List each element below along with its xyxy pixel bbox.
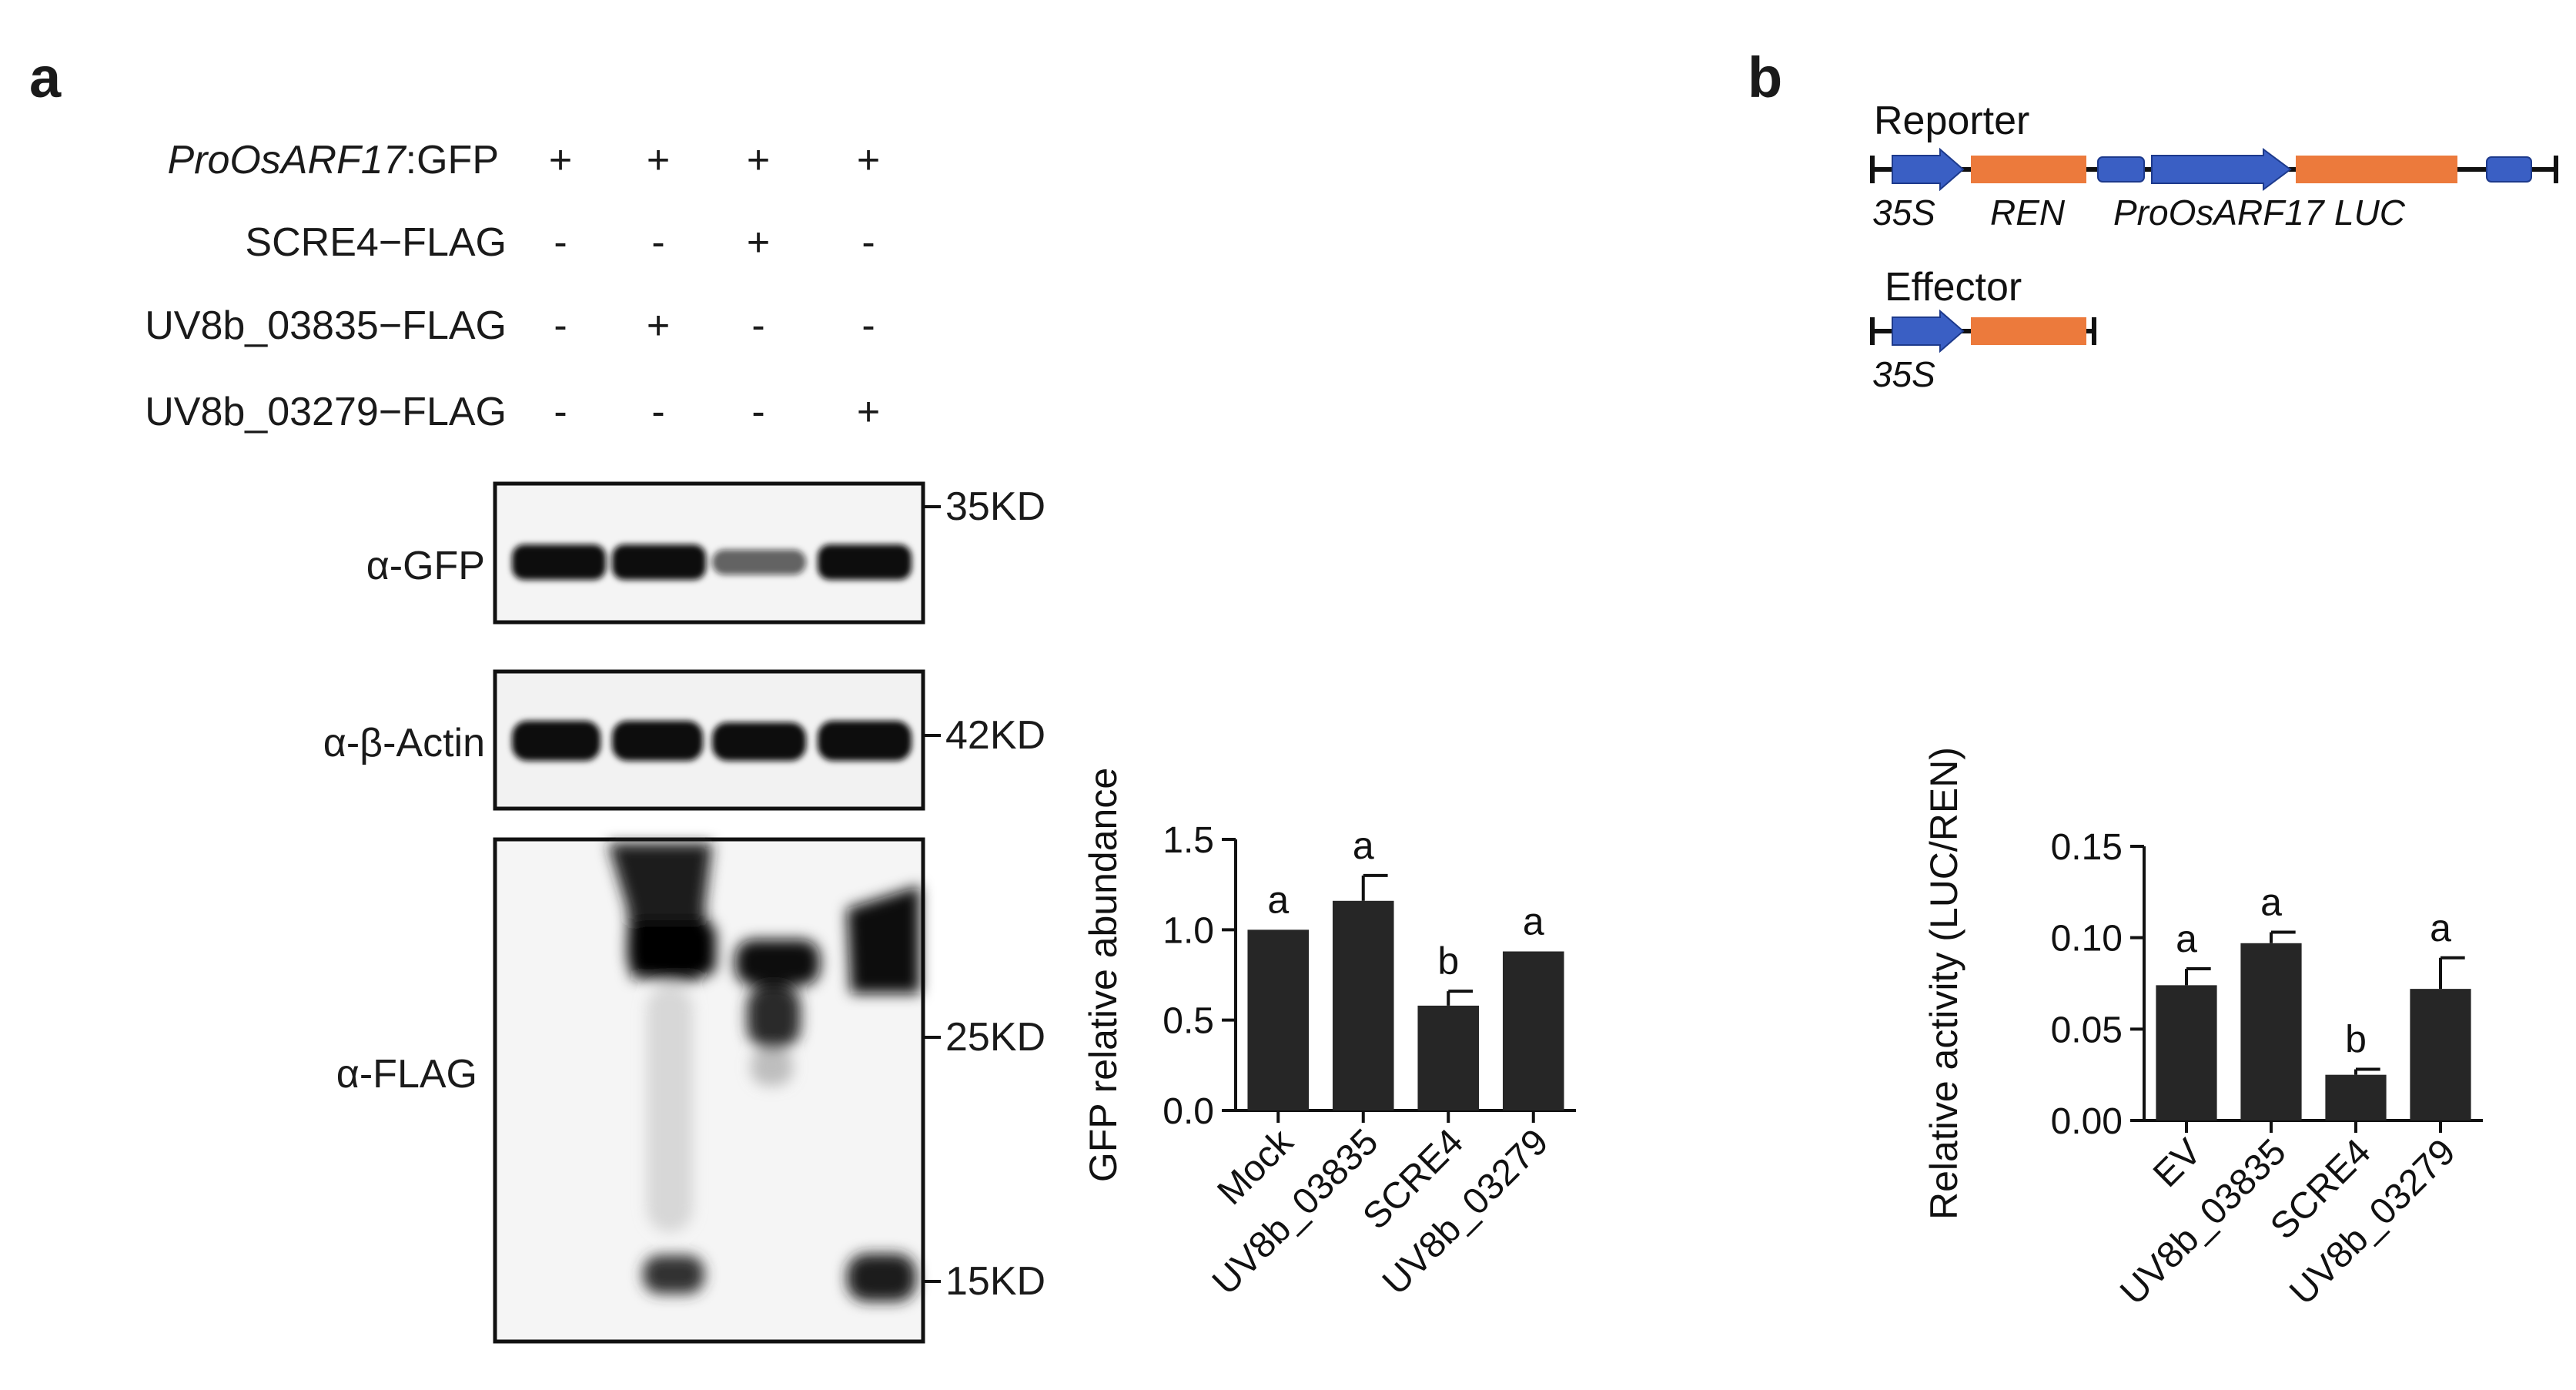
marker-ticks bbox=[923, 505, 941, 1283]
blot-band bbox=[751, 1047, 793, 1086]
panel-label-b: b bbox=[1748, 45, 1783, 109]
antibody-label-flag: α-FLAG bbox=[336, 1052, 477, 1097]
y-tick-label: 0.15 bbox=[2051, 827, 2123, 868]
blot-band bbox=[712, 722, 806, 761]
marker-42kd: 42KD bbox=[945, 713, 1046, 758]
reporter-label: Reporter bbox=[1874, 99, 2029, 143]
blot-band bbox=[818, 721, 912, 761]
condition-label: UV8b_03279−FLAG bbox=[145, 390, 507, 434]
y-tick-label: 0.10 bbox=[2051, 919, 2123, 960]
bar bbox=[1247, 929, 1310, 1110]
category-label: EV bbox=[2146, 1131, 2210, 1195]
condition-sign: - bbox=[554, 303, 567, 348]
condition-sign: - bbox=[651, 220, 665, 265]
significance-letter: b bbox=[2345, 1018, 2367, 1061]
blot-band bbox=[847, 1254, 916, 1301]
condition-sign: - bbox=[861, 303, 875, 348]
y-tick-label: 0.00 bbox=[2051, 1101, 2123, 1142]
promoter-arrow bbox=[1892, 147, 1965, 192]
bar bbox=[2410, 989, 2471, 1120]
significance-letter: a bbox=[1523, 899, 1544, 943]
promoter-arrow bbox=[2151, 148, 2292, 191]
y-tick-label: 1.0 bbox=[1163, 910, 1214, 951]
y-axis-label: Relative activity (LUC/REN) bbox=[1922, 747, 1965, 1220]
bar bbox=[2240, 943, 2302, 1120]
antibody-label-gfp: α-GFP bbox=[366, 544, 485, 588]
blot-band bbox=[512, 721, 601, 761]
condition-sign: + bbox=[548, 138, 573, 183]
blot-band bbox=[612, 721, 703, 761]
blot-band bbox=[643, 1255, 704, 1294]
condition-sign: + bbox=[856, 390, 881, 434]
y-tick-label: 1.5 bbox=[1163, 820, 1214, 861]
blot-band bbox=[647, 986, 693, 1232]
blot-actin bbox=[493, 669, 925, 811]
effector-label: Effector bbox=[1885, 265, 2022, 310]
terminator-box bbox=[2486, 156, 2532, 183]
part-label: ProOsARF17 bbox=[2113, 193, 2325, 233]
marker-15kd: 15KD bbox=[945, 1259, 1046, 1304]
condition-label: UV8b_03835−FLAG bbox=[145, 303, 507, 348]
condition-label: ProOsARF17:GFP bbox=[167, 138, 499, 183]
panel-label-a: a bbox=[29, 45, 62, 109]
y-tick-label: 0.05 bbox=[2051, 1010, 2123, 1050]
condition-sign: + bbox=[856, 138, 881, 183]
terminator-box bbox=[2097, 156, 2145, 183]
part-label: LUC bbox=[2334, 193, 2406, 233]
condition-sign: - bbox=[554, 390, 567, 434]
significance-letter: b bbox=[1437, 940, 1459, 983]
bar bbox=[1332, 900, 1394, 1110]
significance-letter: a bbox=[1267, 878, 1289, 921]
part-label: REN bbox=[1990, 193, 2066, 233]
significance-letter: a bbox=[1353, 824, 1374, 867]
marker-25kd: 25KD bbox=[945, 1015, 1046, 1060]
chart-relative-activity: 0.00 0.05 0.10 0.15 Relative activity (LUC/R… bbox=[1922, 747, 2483, 1313]
condition-sign: + bbox=[646, 303, 671, 348]
blot-flag bbox=[493, 837, 925, 1344]
western-blots bbox=[493, 481, 941, 1344]
condition-sign: - bbox=[651, 390, 665, 434]
significance-letter: a bbox=[2176, 917, 2197, 960]
significance-letter: a bbox=[2430, 906, 2451, 950]
gene-box-ren bbox=[1971, 156, 2086, 183]
blot-band bbox=[735, 940, 820, 986]
construct-diagram: Reporter 35S REN ProOsARF17 LUC Effector… bbox=[1870, 99, 2558, 394]
condition-label: SCRE4−FLAG bbox=[245, 220, 507, 265]
antibody-label-actin: α-β-Actin bbox=[323, 721, 485, 765]
y-tick-label: 0.0 bbox=[1163, 1091, 1214, 1132]
bar bbox=[2325, 1074, 2387, 1120]
y-tick-label: 0.5 bbox=[1163, 1001, 1214, 1042]
bar bbox=[1502, 951, 1564, 1110]
condition-sign: - bbox=[751, 390, 765, 434]
part-label: 35S bbox=[1872, 193, 1935, 233]
condition-sign: + bbox=[646, 138, 671, 183]
bar bbox=[1417, 1005, 1480, 1110]
significance-letter: a bbox=[2260, 881, 2282, 924]
blot-band bbox=[612, 544, 706, 580]
blot-band bbox=[747, 986, 801, 1047]
axis: 0.0 0.5 1.0 1.5 bbox=[1163, 820, 1576, 1132]
condition-sign: - bbox=[751, 303, 765, 348]
blot-band bbox=[712, 549, 806, 575]
blot-band bbox=[627, 920, 716, 974]
condition-sign: - bbox=[861, 220, 875, 265]
promoter-arrow bbox=[1892, 309, 1965, 353]
marker-35kd: 35KD bbox=[945, 484, 1046, 529]
blot-band bbox=[512, 544, 606, 580]
part-label: 35S bbox=[1872, 354, 1935, 394]
condition-sign: + bbox=[746, 220, 771, 265]
condition-sign: - bbox=[554, 220, 567, 265]
blot-band bbox=[818, 544, 912, 580]
condition-sign: + bbox=[746, 138, 771, 183]
blot-band bbox=[847, 886, 920, 993]
y-axis-label: GFP relative abundance bbox=[1082, 768, 1125, 1182]
blot-gfp bbox=[493, 481, 925, 625]
gene-box-luc bbox=[2296, 156, 2457, 183]
effector-gene-box bbox=[1971, 317, 2086, 345]
bar bbox=[2156, 985, 2217, 1120]
